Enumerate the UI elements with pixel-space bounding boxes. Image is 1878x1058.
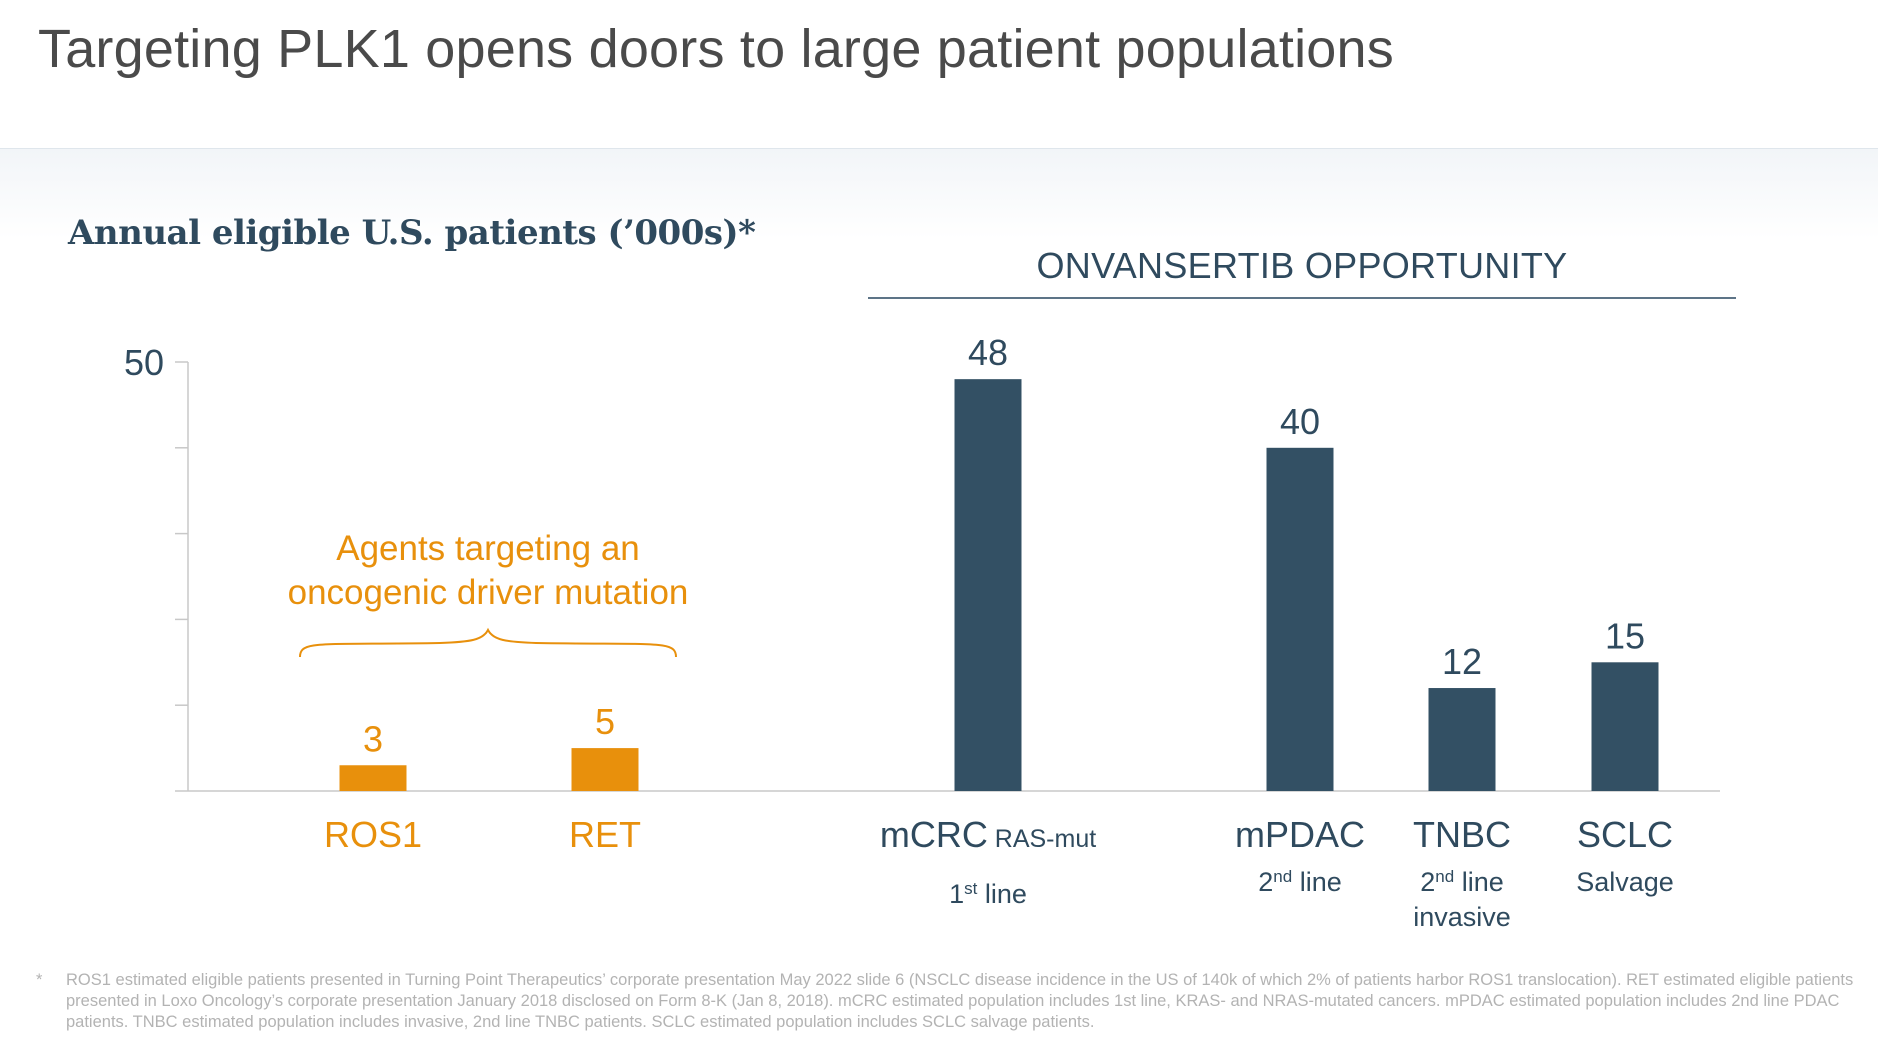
data-label: 48 — [968, 332, 1008, 373]
annotation-brace — [299, 627, 677, 658]
footnote-text: ROS1 estimated eligible patients present… — [66, 971, 1854, 1031]
category-label: ROS1 — [324, 814, 422, 855]
category-sublabel: 2nd line — [1258, 867, 1341, 898]
category-sublabel: Salvage — [1576, 867, 1674, 897]
labels-layer: 3 ROS1 5 RET 48 mCRC RAS-mut 1st line 40 mPDAC 2n… — [324, 332, 1674, 932]
category-sublabel: invasive — [1413, 902, 1511, 932]
annotation-layer: Agents targeting an oncogenic driver mut… — [288, 529, 689, 658]
category-label: SCLC — [1577, 814, 1673, 855]
category-sublabel: 2nd line — [1420, 867, 1503, 898]
header-band — [0, 148, 1878, 239]
annotation-line-2: oncogenic driver mutation — [288, 573, 689, 612]
bar-mcrc — [954, 379, 1022, 791]
category-label: RET — [569, 814, 641, 855]
page-title: Targeting PLK1 opens doors to large pati… — [38, 19, 1394, 79]
data-label: 40 — [1280, 401, 1320, 442]
footnote: * ROS1 estimated eligible patients prese… — [36, 970, 1856, 1033]
data-label: 3 — [363, 718, 383, 759]
opportunity-divider — [868, 297, 1736, 299]
data-label: 12 — [1442, 641, 1482, 682]
y-tick-label: 50 — [124, 342, 164, 383]
category-label: mCRC RAS-mut — [880, 814, 1096, 855]
footnote-marker: * — [36, 971, 43, 989]
bar-sclc — [1591, 662, 1659, 791]
bar-chart: 50 Agents targeting an oncogenic driver … — [124, 332, 1720, 932]
data-label: 15 — [1605, 615, 1645, 656]
bars-layer — [339, 379, 1659, 791]
opportunity-label: ONVANSERTIB OPPORTUNITY — [1036, 245, 1568, 286]
data-label: 5 — [595, 701, 615, 742]
category-label: TNBC — [1413, 814, 1511, 855]
bar-tnbc — [1428, 688, 1496, 791]
annotation-line-1: Agents targeting an — [336, 529, 640, 568]
chart-subtitle: Annual eligible U.S. patients (’000s)* — [68, 213, 756, 253]
bar-ret — [571, 748, 639, 791]
bar-mpdac — [1266, 447, 1334, 791]
category-suffix: RAS-mut — [988, 825, 1096, 853]
category-label: mPDAC — [1235, 814, 1365, 855]
bar-ros1 — [339, 765, 407, 791]
category-sublabel: 1st line — [949, 879, 1027, 910]
